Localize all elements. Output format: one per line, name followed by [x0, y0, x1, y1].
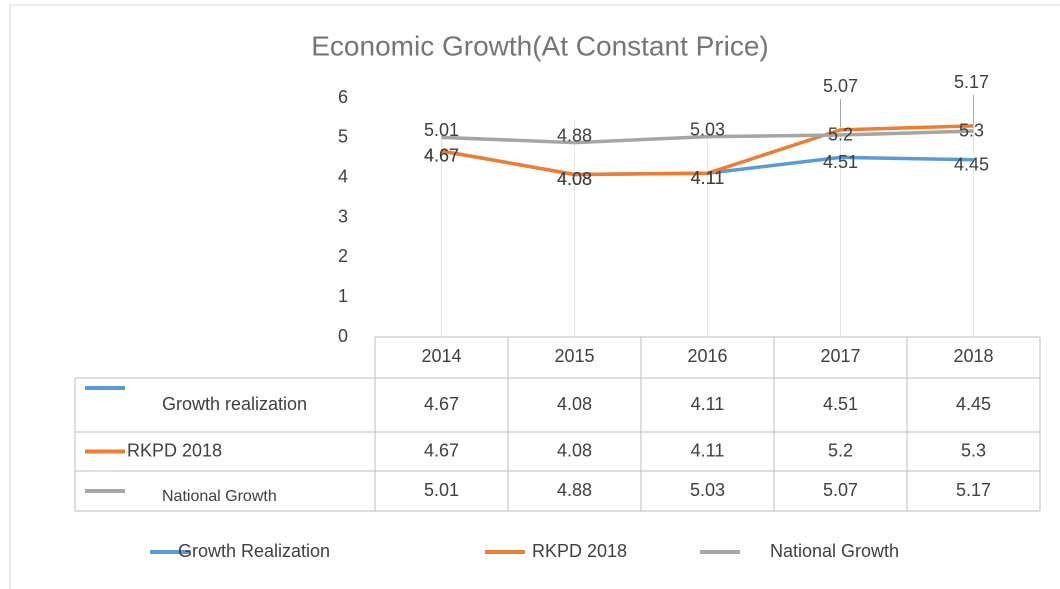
x-tick-label: 2014	[421, 346, 461, 366]
data-label: 4.45	[954, 154, 989, 174]
row-label: Growth realization	[162, 394, 307, 414]
table-cell: 5.03	[690, 480, 725, 500]
data-label: 5.03	[690, 119, 725, 139]
table-cell: 4.51	[823, 394, 858, 414]
table-cell: 4.08	[557, 440, 592, 460]
data-label: 4.11	[691, 168, 725, 188]
series-line	[441, 129, 974, 145]
table-cell: 4.88	[557, 480, 592, 500]
series-line	[441, 124, 974, 177]
x-tick-label: 2016	[687, 346, 727, 366]
y-tick-label: 3	[338, 206, 348, 226]
data-label: 5.01	[424, 120, 459, 140]
data-label: 5.3	[959, 121, 984, 141]
table-cell: 4.11	[691, 394, 725, 414]
row-label: RKPD 2018	[127, 440, 222, 460]
chart-title: Economic Growth(At Constant Price)	[311, 30, 769, 61]
data-label: 4.08	[557, 169, 592, 189]
table-cell: 4.11	[691, 440, 725, 460]
y-tick-label: 4	[338, 166, 348, 186]
data-label: 4.88	[557, 125, 592, 145]
table-cell: 5.01	[424, 480, 459, 500]
y-tick-label: 6	[338, 87, 348, 107]
y-tick-label: 5	[338, 127, 348, 147]
table-cell: 5.17	[956, 480, 991, 500]
y-tick-label: 2	[338, 246, 348, 266]
y-tick-label: 0	[338, 326, 348, 346]
y-tick-label: 1	[338, 286, 348, 306]
x-tick-label: 2017	[820, 346, 860, 366]
table-cell: 4.45	[956, 394, 991, 414]
table-cell: 4.08	[557, 394, 592, 414]
data-label: 4.67	[424, 146, 459, 166]
data-label: 4.51	[823, 152, 858, 172]
x-tick-label: 2018	[953, 346, 993, 366]
table-cell: 5.3	[961, 440, 986, 460]
x-tick-label: 2015	[554, 346, 594, 366]
legend-label: Growth Realization	[178, 541, 330, 561]
legend-label: RKPD 2018	[532, 541, 627, 561]
row-label: National Growth	[162, 488, 277, 505]
legend-label: National Growth	[770, 541, 899, 561]
table-cell: 4.67	[424, 440, 459, 460]
table-cell: 5.07	[823, 480, 858, 500]
data-label: 5.07	[823, 76, 858, 96]
data-label: 4.11	[691, 168, 725, 188]
data-label: 5.17	[954, 72, 989, 92]
table-cell: 4.67	[424, 394, 459, 414]
data-label: 5.2	[828, 125, 853, 145]
data-label: 4.08	[557, 169, 592, 189]
table-cell: 5.2	[828, 440, 853, 460]
data-label: 4.67	[424, 146, 459, 166]
